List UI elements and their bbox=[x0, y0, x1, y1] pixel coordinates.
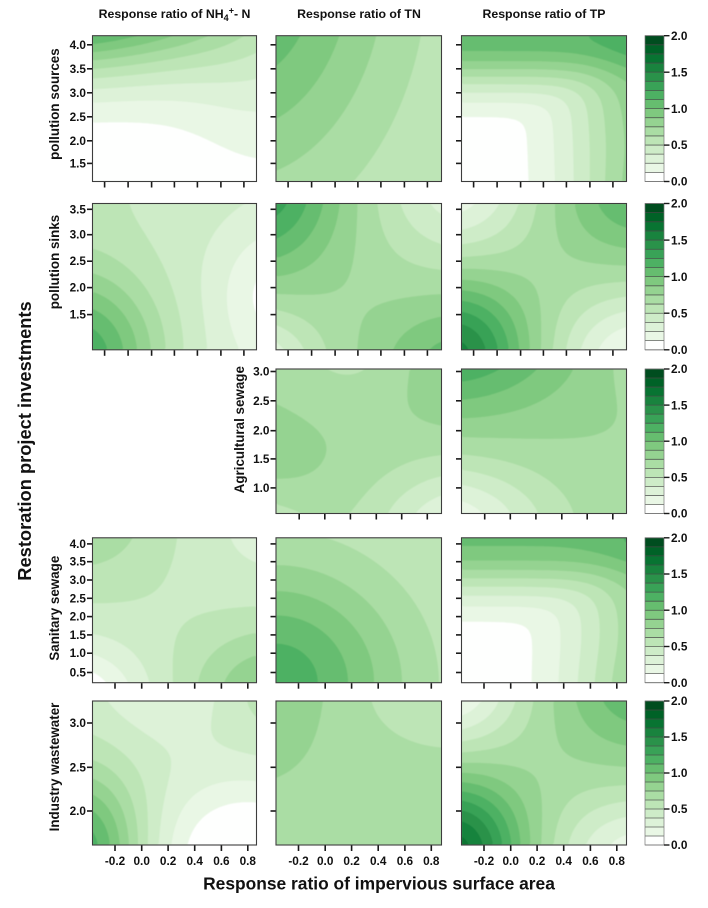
svg-text:0.2: 0.2 bbox=[529, 854, 546, 868]
svg-text:0.8: 0.8 bbox=[609, 854, 626, 868]
svg-text:1.0: 1.0 bbox=[70, 646, 87, 660]
svg-text:0.5: 0.5 bbox=[671, 640, 688, 654]
svg-text:0.8: 0.8 bbox=[240, 854, 257, 868]
svg-text:2.0: 2.0 bbox=[671, 197, 688, 211]
svg-text:Response ratio of NH4+- N: Response ratio of NH4+- N bbox=[99, 6, 251, 23]
svg-text:1.5: 1.5 bbox=[671, 730, 688, 744]
svg-text:1.0: 1.0 bbox=[671, 604, 688, 618]
svg-text:-0.2: -0.2 bbox=[288, 854, 309, 868]
svg-text:3.0: 3.0 bbox=[70, 716, 87, 730]
svg-text:1.5: 1.5 bbox=[253, 452, 270, 466]
svg-text:1.5: 1.5 bbox=[671, 567, 688, 581]
svg-text:1.5: 1.5 bbox=[671, 398, 688, 412]
svg-text:2.0: 2.0 bbox=[671, 531, 688, 545]
svg-text:0.0: 0.0 bbox=[502, 854, 519, 868]
svg-text:2.0: 2.0 bbox=[671, 29, 688, 43]
svg-text:1.0: 1.0 bbox=[253, 481, 270, 495]
svg-text:2.0: 2.0 bbox=[671, 362, 688, 376]
svg-text:2.5: 2.5 bbox=[70, 760, 87, 774]
svg-text:3.0: 3.0 bbox=[70, 86, 87, 100]
svg-text:3.5: 3.5 bbox=[70, 555, 87, 569]
svg-text:0.8: 0.8 bbox=[423, 854, 440, 868]
svg-text:2.5: 2.5 bbox=[253, 394, 270, 408]
svg-text:Restoration project investment: Restoration project investments bbox=[14, 301, 35, 580]
svg-text:0.5: 0.5 bbox=[671, 306, 688, 320]
svg-text:0.5: 0.5 bbox=[70, 666, 87, 680]
svg-text:1.0: 1.0 bbox=[671, 102, 688, 116]
svg-text:Sanitary sewage: Sanitary sewage bbox=[47, 556, 62, 661]
svg-text:Industry wastewater: Industry wastewater bbox=[47, 702, 62, 832]
svg-text:1.5: 1.5 bbox=[671, 233, 688, 247]
svg-text:0.4: 0.4 bbox=[370, 854, 387, 868]
svg-text:2.0: 2.0 bbox=[671, 694, 688, 708]
svg-text:2.0: 2.0 bbox=[70, 804, 87, 818]
svg-text:3.0: 3.0 bbox=[70, 228, 87, 242]
svg-text:-0.2: -0.2 bbox=[105, 854, 126, 868]
svg-text:0.5: 0.5 bbox=[671, 471, 688, 485]
svg-text:2.5: 2.5 bbox=[70, 591, 87, 605]
svg-text:0.0: 0.0 bbox=[133, 854, 150, 868]
svg-text:1.0: 1.0 bbox=[671, 766, 688, 780]
svg-text:3.0: 3.0 bbox=[70, 573, 87, 587]
svg-text:1.0: 1.0 bbox=[671, 270, 688, 284]
svg-text:2.5: 2.5 bbox=[70, 254, 87, 268]
svg-text:0.0: 0.0 bbox=[671, 676, 688, 690]
svg-text:0.2: 0.2 bbox=[343, 854, 360, 868]
svg-text:4.0: 4.0 bbox=[70, 38, 87, 52]
svg-text:2.0: 2.0 bbox=[253, 424, 270, 438]
svg-text:3.5: 3.5 bbox=[70, 62, 87, 76]
svg-text:2.0: 2.0 bbox=[70, 281, 87, 295]
svg-text:1.5: 1.5 bbox=[70, 628, 87, 642]
svg-text:Response ratio of impervious s: Response ratio of impervious surface are… bbox=[203, 873, 555, 893]
svg-text:Agricultural sewage: Agricultural sewage bbox=[232, 366, 247, 493]
svg-text:0.2: 0.2 bbox=[160, 854, 177, 868]
svg-text:1.5: 1.5 bbox=[70, 308, 87, 322]
svg-text:0.6: 0.6 bbox=[582, 854, 599, 868]
svg-text:1.5: 1.5 bbox=[671, 65, 688, 79]
svg-text:pollution sources: pollution sources bbox=[47, 48, 62, 160]
svg-text:2.0: 2.0 bbox=[70, 134, 87, 148]
svg-text:3.5: 3.5 bbox=[70, 202, 87, 216]
svg-text:0.5: 0.5 bbox=[671, 802, 688, 816]
svg-text:0.0: 0.0 bbox=[671, 175, 688, 189]
svg-text:2.5: 2.5 bbox=[70, 110, 87, 124]
svg-text:Response ratio of TP: Response ratio of TP bbox=[483, 7, 606, 21]
svg-text:0.0: 0.0 bbox=[317, 854, 334, 868]
svg-text:0.0: 0.0 bbox=[671, 838, 688, 852]
svg-text:0.6: 0.6 bbox=[213, 854, 230, 868]
svg-text:0.4: 0.4 bbox=[186, 854, 203, 868]
svg-text:1.0: 1.0 bbox=[671, 434, 688, 448]
svg-text:-0.2: -0.2 bbox=[474, 854, 495, 868]
svg-text:Response ratio of TN: Response ratio of TN bbox=[297, 7, 421, 21]
svg-text:0.0: 0.0 bbox=[671, 507, 688, 521]
svg-text:4.0: 4.0 bbox=[70, 537, 87, 551]
svg-text:0.4: 0.4 bbox=[555, 854, 572, 868]
svg-text:3.0: 3.0 bbox=[253, 365, 270, 379]
svg-text:2.0: 2.0 bbox=[70, 610, 87, 624]
svg-text:pollution sinks: pollution sinks bbox=[47, 215, 62, 309]
svg-text:0.5: 0.5 bbox=[671, 138, 688, 152]
svg-text:0.0: 0.0 bbox=[671, 343, 688, 357]
svg-text:1.5: 1.5 bbox=[70, 156, 87, 170]
svg-text:0.6: 0.6 bbox=[397, 854, 414, 868]
